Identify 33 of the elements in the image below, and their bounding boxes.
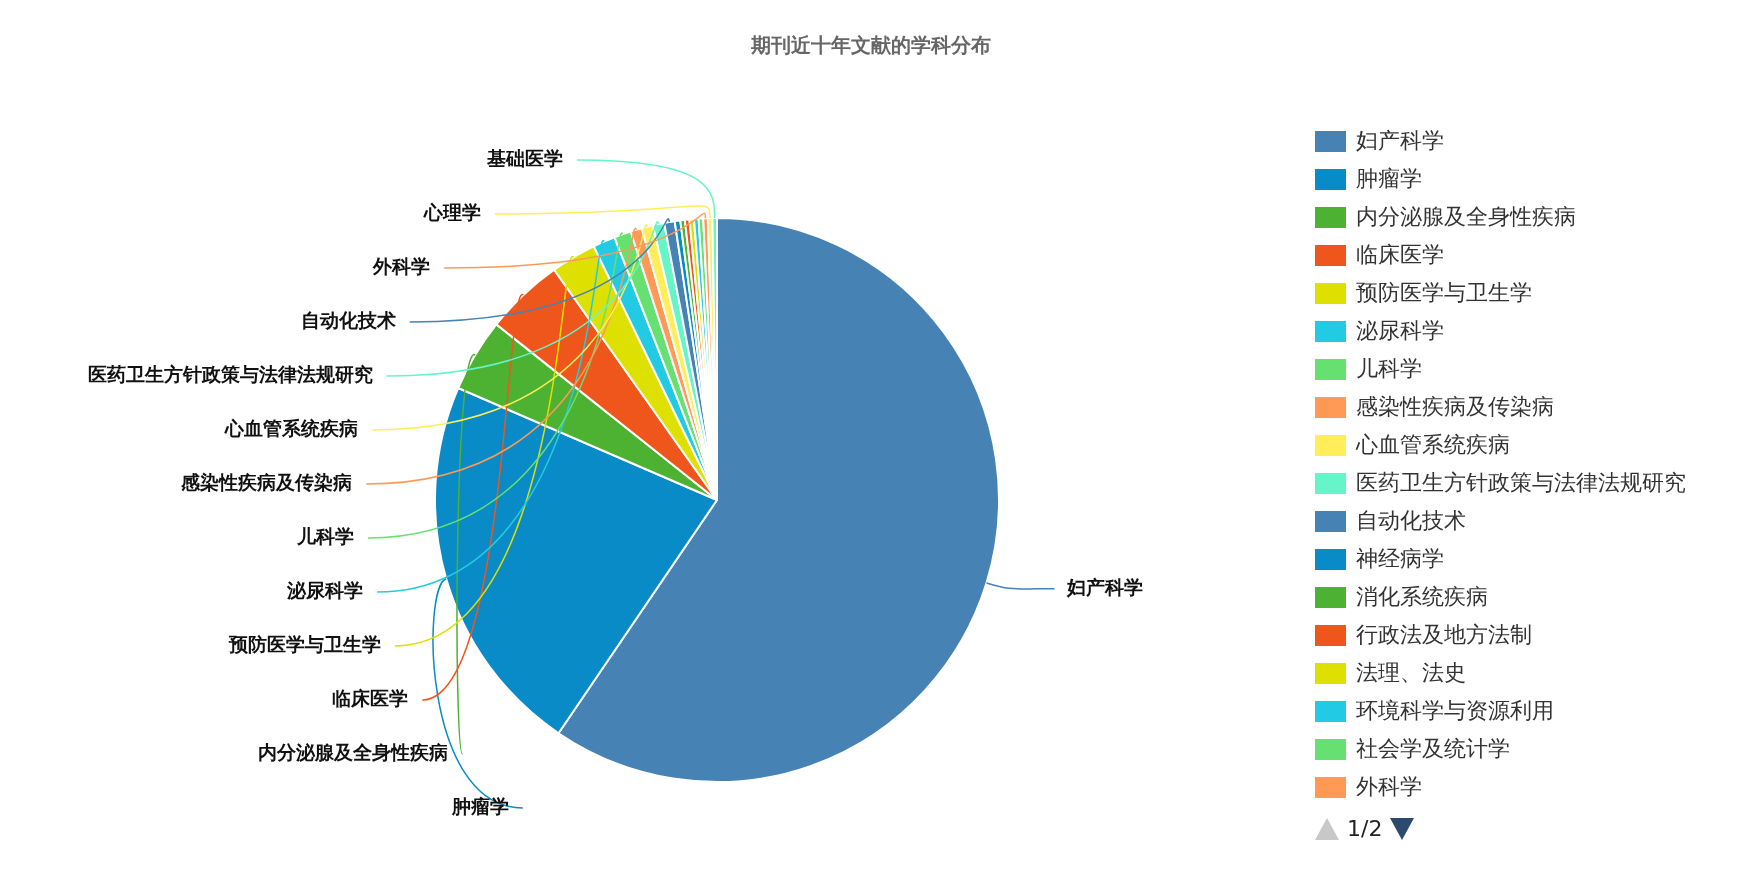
legend-label: 内分泌腺及全身性疾病	[1356, 203, 1576, 231]
legend-label: 泌尿科学	[1356, 317, 1444, 345]
legend-label: 妇产科学	[1356, 127, 1444, 155]
legend-label: 行政法及地方法制	[1356, 621, 1532, 649]
legend-label: 法理、法史	[1356, 659, 1466, 687]
slice-label: 医药卫生方针政策与法律法规研究	[87, 362, 373, 385]
legend-label: 临床医学	[1356, 241, 1444, 269]
legend-label: 感染性疾病及传染病	[1356, 393, 1554, 421]
slice-label: 临床医学	[332, 686, 409, 709]
legend-label: 社会学及统计学	[1356, 735, 1510, 763]
slice-label: 外科学	[372, 254, 431, 277]
slice-label: 儿科学	[295, 524, 354, 547]
legend-label: 消化系统疾病	[1356, 583, 1488, 611]
slice-label: 妇产科学	[1065, 575, 1143, 598]
legend-label: 预防医学与卫生学	[1356, 279, 1532, 307]
text: 1/2	[1347, 816, 1383, 841]
slice-label: 预防医学与卫生学	[227, 632, 381, 655]
slice-label: 感染性疾病及传染病	[180, 470, 353, 493]
slice-label: 自动化技术	[300, 308, 396, 331]
legend-label: 环境科学与资源利用	[1356, 697, 1554, 725]
legend-label: 医药卫生方针政策与法律法规研究	[1356, 469, 1686, 497]
chart-title: 期刊近十年文献的学科分布	[750, 32, 992, 59]
slice-label: 泌尿科学	[286, 578, 364, 601]
slice-label: 心理学	[422, 200, 481, 223]
slice-label: 心血管系统疾病	[224, 416, 359, 439]
slice-label: 基础医学	[486, 146, 564, 169]
legend-label: 心血管系统疾病	[1356, 431, 1510, 459]
legend-label: 神经病学	[1356, 545, 1444, 573]
legend-label: 外科学	[1356, 773, 1422, 801]
slice-label: 内分泌腺及全身性疾病	[258, 740, 449, 763]
legend-label: 儿科学	[1356, 355, 1422, 383]
legend-label: 肿瘤学	[1356, 165, 1422, 193]
legend-label: 自动化技术	[1356, 507, 1466, 535]
